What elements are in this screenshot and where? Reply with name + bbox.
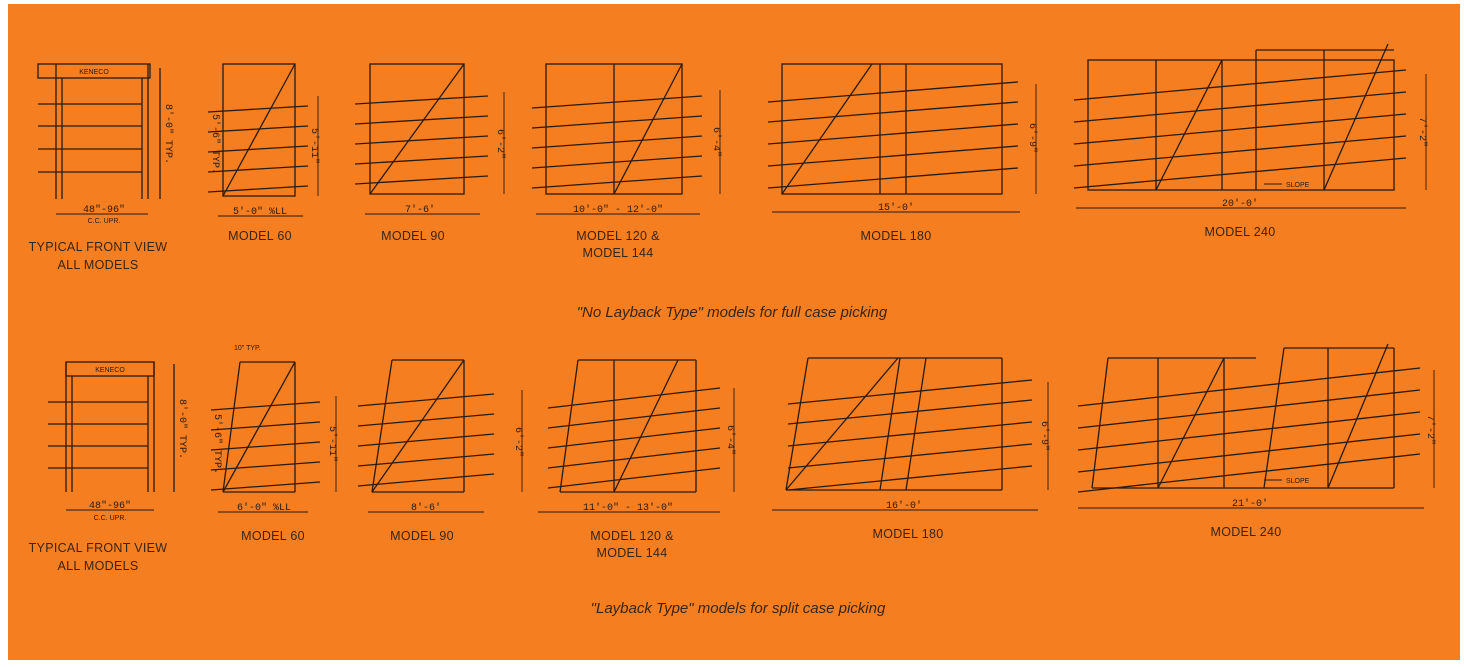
model-240-l-slope: SLOPE <box>1286 478 1310 485</box>
front-view-2-height: 8'-0" TYP. <box>176 399 188 459</box>
row-1-caption: "No Layback Type" models for full case p… <box>577 304 888 321</box>
model-240-no-layback: 7'-2" SLOPE 20'-0' MODEL 240 <box>1073 43 1428 239</box>
front-view-1: KENECO 48"-96" C.C. UPR. 8'-0" TYP. TYPI… <box>29 63 174 272</box>
model-90-l-height: 6'-2" <box>512 427 524 457</box>
model-120-l-height: 6'-4" <box>724 425 736 455</box>
model-180-layback: 6'-9" 16'-0' MODEL 180 <box>772 357 1050 541</box>
model-120-l-width: 11'-0" - 13'-0" <box>583 502 673 514</box>
model-120-height: 6'-4" <box>710 127 722 157</box>
model-60-label: MODEL 60 <box>228 229 292 243</box>
model-60-height: 5'-11" <box>308 128 320 164</box>
model-180-height: 6'-9" <box>1026 123 1038 153</box>
model-90-l-width: 8'-6' <box>411 502 441 514</box>
diagram-sheet: KENECO 48"-96" C.C. UPR. 8'-0" TYP. TYPI… <box>8 4 1460 660</box>
model-120-l-label-2: MODEL 144 <box>596 546 667 560</box>
model-60-no-layback: 5'-11" 5'-6" TYP. 5'-0" %LL MODEL 60 <box>207 63 320 243</box>
model-120-label: MODEL 120 & <box>576 229 660 243</box>
front-view-width: 48"-96" <box>83 204 125 216</box>
model-90-width: 7'-6' <box>405 204 435 216</box>
model-60-layback: 5'-11" 5'-6" TYP. 10" TYP. 6'-0" %LL MOD… <box>210 345 338 543</box>
model-90-label: MODEL 90 <box>381 229 445 243</box>
model-120-144-no-layback: 6'-4" 10'-0" - 12'-0" MODEL 120 & MODEL … <box>531 63 722 260</box>
model-240-height: 7'-2" <box>1416 117 1428 147</box>
model-60-extra: 5'-6" TYP. <box>209 114 221 174</box>
model-180-width: 15'-0' <box>878 202 914 214</box>
model-120-width: 10'-0" - 12'-0" <box>573 204 663 216</box>
brand-plate-2: KENECO <box>95 367 125 374</box>
model-60-l-width: 6'-0" %LL <box>237 502 291 514</box>
model-120-l-label: MODEL 120 & <box>590 529 674 543</box>
front-view-2-width-note: C.C. UPR. <box>94 515 127 522</box>
front-view-label: TYPICAL FRONT VIEW <box>29 240 168 254</box>
model-240-label: MODEL 240 <box>1204 225 1275 239</box>
front-view-height: 8'-0" TYP. <box>162 104 174 164</box>
model-180-label: MODEL 180 <box>860 229 931 243</box>
model-240-width: 20'-0' <box>1222 198 1258 210</box>
model-90-l-label: MODEL 90 <box>390 529 454 543</box>
front-view-label-2: ALL MODELS <box>57 258 138 272</box>
front-view-2-label: TYPICAL FRONT VIEW <box>29 541 168 555</box>
model-180-l-label: MODEL 180 <box>872 527 943 541</box>
model-240-l-label: MODEL 240 <box>1210 525 1281 539</box>
model-60-l-height: 5'-11" <box>326 426 338 462</box>
model-240-l-width: 21'-0' <box>1232 498 1268 510</box>
front-view-2-width: 48"-96" <box>89 500 131 512</box>
model-90-height: 6'-2" <box>494 129 506 159</box>
model-60-l-top-note: 10" TYP. <box>234 345 261 352</box>
diagram-canvas: KENECO 48"-96" C.C. UPR. 8'-0" TYP. TYPI… <box>29 43 1436 617</box>
model-240-l-height: 7'-2" <box>1424 415 1436 445</box>
model-60-width: 5'-0" %LL <box>233 206 287 218</box>
model-120-label-2: MODEL 144 <box>582 246 653 260</box>
front-view-2-label-2: ALL MODELS <box>57 559 138 573</box>
model-90-layback: 6'-2" 8'-6' MODEL 90 <box>357 359 524 543</box>
model-240-layback: 7'-2" SLOPE 21'-0' MODEL 240 <box>1077 343 1436 539</box>
row-layback: KENECO 48"-96" C.C. UPR. 8'-0" TYP. TYPI… <box>29 343 1436 617</box>
model-60-l-label: MODEL 60 <box>241 529 305 543</box>
model-180-no-layback: 6'-9" 15'-0' MODEL 180 <box>767 63 1038 243</box>
front-view-2: KENECO 48"-96" C.C. UPR. 8'-0" TYP. TYPI… <box>29 361 188 573</box>
model-90-no-layback: 6'-2" 7'-6' MODEL 90 <box>354 63 506 243</box>
model-120-144-layback: 6'-4" 11'-0" - 13'-0" MODEL 120 & MODEL … <box>538 359 736 560</box>
model-180-l-width: 16'-0' <box>886 500 922 512</box>
row-2-caption: "Layback Type" models for split case pic… <box>591 600 886 617</box>
model-180-l-height: 6'-9" <box>1038 421 1050 451</box>
brand-plate: KENECO <box>79 69 109 76</box>
front-view-width-note: C.C. UPR. <box>88 218 121 225</box>
model-240-slope: SLOPE <box>1286 182 1310 189</box>
row-no-layback: KENECO 48"-96" C.C. UPR. 8'-0" TYP. TYPI… <box>29 43 1428 321</box>
model-60-l-extra: 5'-6" TYP. <box>211 414 223 474</box>
